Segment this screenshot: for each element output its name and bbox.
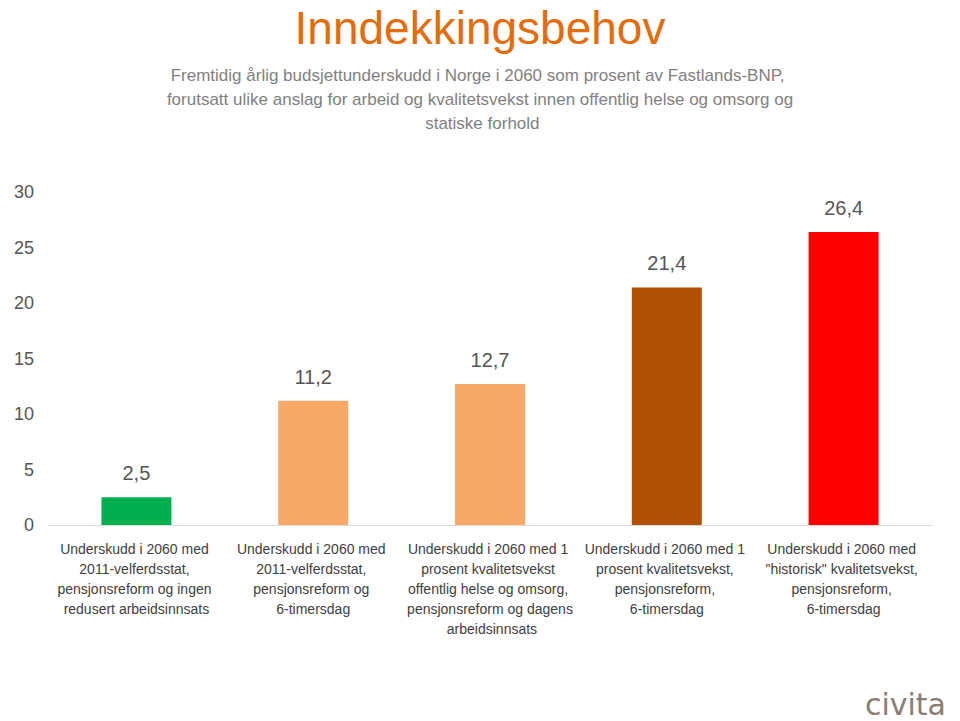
svg-text:15: 15 bbox=[14, 349, 34, 369]
svg-text:26,4: 26,4 bbox=[824, 197, 863, 219]
svg-text:2011-velferdsstat,: 2011-velferdsstat, bbox=[256, 561, 370, 577]
svg-text:11,2: 11,2 bbox=[294, 366, 331, 388]
svg-text:civita: civita bbox=[865, 687, 946, 721]
svg-text:Underskudd i 2060 med: Underskudd i 2060 med bbox=[237, 541, 390, 557]
svg-text:pensjonsreform og dagens: pensjonsreform og dagens bbox=[407, 601, 573, 617]
svg-text:20: 20 bbox=[14, 293, 34, 313]
svg-text:2,5: 2,5 bbox=[122, 462, 150, 484]
svg-text:Fremtidig årlig budsjettunders: Fremtidig årlig budsjettunderskudd i Nor… bbox=[171, 66, 790, 85]
svg-text:statiske forhold: statiske forhold bbox=[420, 114, 539, 133]
svg-text:Underskudd i 2060 med 1: Underskudd i 2060 med 1 bbox=[585, 541, 749, 557]
svg-text:pensjonsreform og: pensjonsreform og bbox=[253, 581, 373, 597]
svg-text:pensjonsreform og ingen: pensjonsreform og ingen bbox=[57, 581, 215, 597]
svg-text:Underskudd i 2060 med: Underskudd i 2060 med bbox=[767, 541, 920, 557]
svg-text:forutsatt ulike anslag for arb: forutsatt ulike anslag for arbeid og kva… bbox=[167, 90, 793, 109]
svg-text:6-timersdag: 6-timersdag bbox=[807, 601, 881, 617]
svg-text:Underskudd i 2060 med: Underskudd i 2060 med bbox=[60, 541, 213, 557]
svg-text:arbeidsinnsats: arbeidsinnsats bbox=[443, 621, 537, 637]
svg-text:prosent kvalitetsvekst,: prosent kvalitetsvekst, bbox=[596, 561, 738, 577]
svg-text:pensjonsreform,: pensjonsreform, bbox=[791, 581, 895, 597]
svg-text:6-timersdag: 6-timersdag bbox=[630, 601, 704, 617]
svg-text:12,7: 12,7 bbox=[471, 349, 510, 371]
svg-text:pensjonsreform,: pensjonsreform, bbox=[615, 581, 719, 597]
svg-text:Inndekkingsbehov: Inndekkingsbehov bbox=[295, 2, 666, 54]
svg-text:5: 5 bbox=[24, 460, 34, 480]
svg-text:redusert arbeidsinnsats: redusert arbeidsinnsats bbox=[64, 601, 210, 617]
svg-text:Underskudd i 2060 med 1: Underskudd i 2060 med 1 bbox=[408, 541, 572, 557]
svg-text:10: 10 bbox=[14, 404, 34, 424]
svg-text:0: 0 bbox=[24, 515, 34, 535]
svg-text:21,4: 21,4 bbox=[647, 252, 686, 274]
svg-text:offentlig helse og omsorg,: offentlig helse og omsorg, bbox=[408, 581, 572, 597]
svg-text:25: 25 bbox=[14, 238, 34, 258]
svg-text:"historisk" kvalitetsvekst,: "historisk" kvalitetsvekst, bbox=[765, 561, 921, 577]
svg-text:2011-velferdsstat,: 2011-velferdsstat, bbox=[79, 561, 193, 577]
svg-text:30: 30 bbox=[14, 182, 34, 202]
svg-text:prosent kvalitetsvekst: prosent kvalitetsvekst bbox=[421, 561, 559, 577]
svg-text:6-timersdag: 6-timersdag bbox=[276, 601, 350, 617]
